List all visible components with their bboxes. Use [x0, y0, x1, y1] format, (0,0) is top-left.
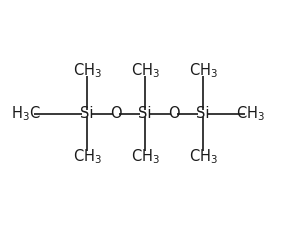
- Text: $\mathregular{CH_3}$: $\mathregular{CH_3}$: [188, 147, 218, 166]
- Text: O: O: [110, 106, 122, 121]
- Text: $\mathregular{CH_3}$: $\mathregular{CH_3}$: [72, 61, 102, 80]
- Text: $\mathregular{H_3C}$: $\mathregular{H_3C}$: [11, 104, 40, 123]
- Text: $\mathregular{CH_3}$: $\mathregular{CH_3}$: [72, 147, 102, 166]
- Text: $\mathregular{CH_3}$: $\mathregular{CH_3}$: [188, 61, 218, 80]
- Text: Si: Si: [196, 106, 210, 121]
- Text: $\mathregular{CH_3}$: $\mathregular{CH_3}$: [130, 61, 160, 80]
- Text: $\mathregular{CH_3}$: $\mathregular{CH_3}$: [130, 147, 160, 166]
- Text: O: O: [168, 106, 180, 121]
- Text: $\mathregular{CH_3}$: $\mathregular{CH_3}$: [236, 104, 265, 123]
- Text: Si: Si: [80, 106, 94, 121]
- Text: Si: Si: [138, 106, 152, 121]
